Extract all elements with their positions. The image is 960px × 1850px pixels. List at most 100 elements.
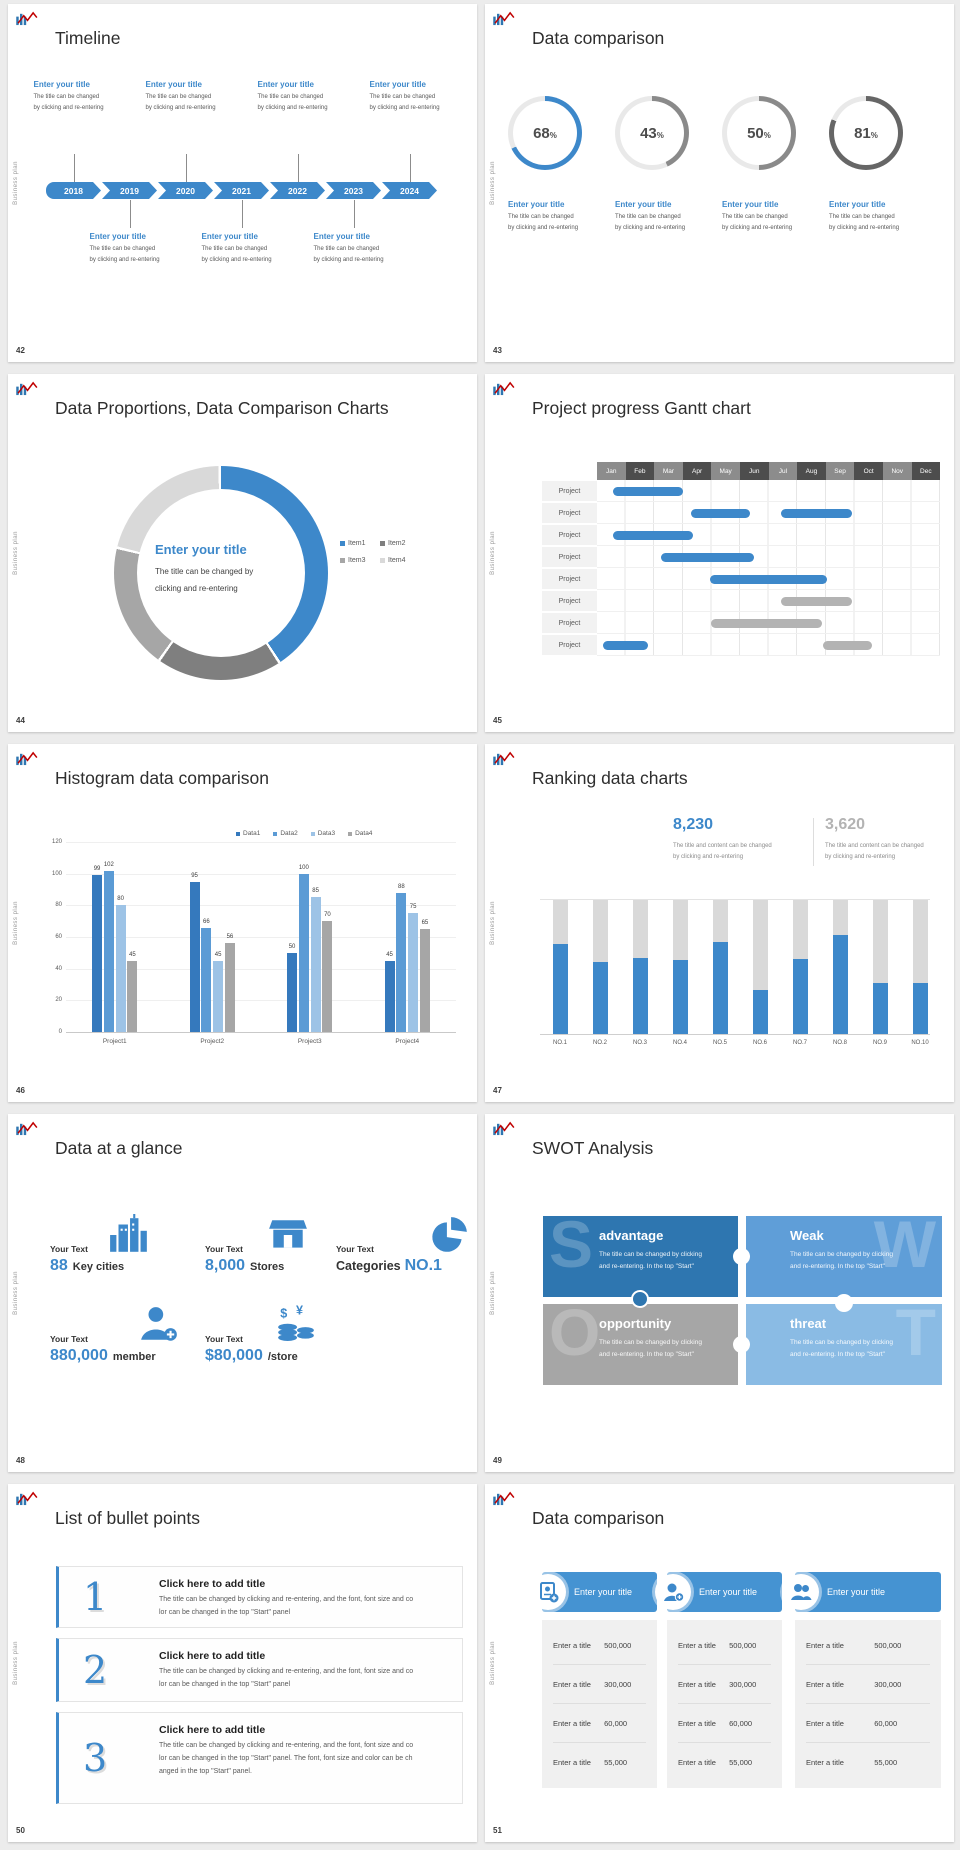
slide-title: Data comparison [532, 28, 665, 48]
swot-tile-threat[interactable]: T threat The title can be changed by cli… [746, 1304, 942, 1385]
gantt-row-label: Project [542, 503, 597, 523]
chart-legend: Item1 Item2 Item3 Item4 [340, 540, 420, 564]
timeline-label-line: by clicking and re-entering [369, 104, 440, 111]
bar [115, 905, 126, 1032]
ring-caption: Enter your title The title can be changed… [508, 200, 600, 234]
ranking-track [752, 900, 768, 1034]
percent-sign: % [549, 130, 557, 140]
histogram-legend: Data1 Data2 Data3 Data4 [236, 830, 372, 837]
vertical-label: Business plan [13, 1271, 19, 1315]
slide-title: Data Proportions, Data Comparison Charts [55, 398, 389, 418]
gantt-lane [597, 524, 941, 546]
bullet-body-line: anged in the top "Start" panel. [159, 1767, 252, 1775]
ranking-bar [792, 958, 808, 1034]
timeline-label-line: by clicking and re-entering [257, 104, 328, 111]
gantt-month-cell: Apr [682, 462, 712, 480]
swot-body: The title can be changed by clicking and… [599, 1249, 734, 1274]
slide-47-ranking[interactable]: Business plan 47 Ranking data charts 8,2… [485, 744, 954, 1102]
timeline-connector [409, 154, 411, 182]
x-category-label: Project1 [102, 1038, 127, 1045]
gantt-table: Jan Feb Mar Apr May Jun Jul Aug Sep Oct Nov Dec Proj… [542, 462, 941, 656]
people-icon [783, 1574, 819, 1610]
ring-caption-line: The title can be changed [829, 214, 895, 220]
slide-title: Project progress Gantt chart [532, 398, 751, 418]
timeline-label: Enter your title The title can be changed… [202, 232, 290, 266]
swot-tile-strength[interactable]: S advantage The title can be changed by … [543, 1216, 738, 1297]
timeline-label-line: by clicking and re-entering [313, 256, 384, 263]
gantt-lane [597, 480, 941, 502]
bar-value-label: 50 [288, 943, 296, 950]
slide-46-histogram[interactable]: Business plan 46 Histogram data comparis… [8, 744, 477, 1102]
slide-45-gantt-chart[interactable]: Business plan 45 Project progress Gantt … [485, 374, 954, 732]
bullet-number: 1 [83, 1575, 108, 1619]
row-label: Enter a title [678, 1718, 716, 1728]
bullet-item: 1 Click here to add title The title can be… [56, 1566, 463, 1628]
swot-tile-weakness[interactable]: W Weak The title can be changed by click… [746, 1216, 942, 1297]
slide-50-bullet-points[interactable]: Business plan 50 List of bullet points 1… [8, 1484, 477, 1842]
swot-body-line: The title can be changed by clicking [790, 1339, 893, 1346]
slide-51-data-comparison-tables[interactable]: Business plan 51 Data comparison Enter y… [485, 1484, 954, 1842]
table-row: Enter a title 60,000 [678, 1704, 771, 1743]
stat-caption-line: by clicking and re-entering [673, 854, 744, 861]
card-body: Enter a title 500,000 Enter a title 300,000… [667, 1620, 782, 1788]
brand-logo-icon [493, 751, 515, 766]
ranking-bar [632, 957, 648, 1034]
stat-suffix: Key cities [72, 1261, 125, 1273]
bullet-body: The title can be changed by clicking and… [159, 1666, 413, 1692]
stat-suffix: /store [267, 1351, 298, 1363]
swot-tile-opportunity[interactable]: O opportunity The title can be changed b… [543, 1304, 738, 1385]
swot-body-line: and re-entering. In the top "Start" [599, 1263, 694, 1271]
row-value: 300,000 [604, 1679, 632, 1689]
ranking-bar [592, 961, 608, 1034]
row-label: Enter a title [806, 1640, 844, 1650]
progress-ring: 68% [508, 96, 582, 170]
percent-sign: % [656, 130, 664, 140]
legend-label: Item1 [348, 540, 366, 547]
legend-label: Data1 [243, 830, 261, 837]
swot-heading: opportunity [599, 1316, 672, 1331]
brand-logo-icon [493, 381, 515, 396]
slide-44-data-proportions[interactable]: Business plan 44 Data Proportions, Data … [8, 374, 477, 732]
swot-heading: Weak [790, 1228, 824, 1243]
x-category-label: Project4 [395, 1038, 420, 1045]
bullet-number: 2 [83, 1648, 108, 1692]
y-tick-label: 20 [55, 997, 62, 1004]
slide-49-swot[interactable]: Business plan 49 SWOT Analysis S advanta… [485, 1114, 954, 1472]
legend-label: Data4 [355, 830, 373, 837]
gantt-lane [597, 568, 941, 590]
ranking-bar [832, 934, 848, 1034]
page-number: 42 [16, 346, 25, 355]
gantt-bar [781, 596, 852, 606]
stat-label: Your Text [205, 1334, 243, 1344]
ranking-bar [672, 960, 688, 1034]
progress-ring-value: 43% [615, 96, 689, 170]
puzzle-knob [631, 1290, 649, 1308]
row-label: Enter a title [553, 1718, 591, 1728]
brand-logo-icon [493, 1491, 515, 1506]
legend-label: Data3 [317, 830, 336, 837]
slide-48-data-at-a-glance[interactable]: Business plan 48 Data at a glance Your T… [8, 1114, 477, 1472]
ring-caption: Enter your title The title can be changed… [829, 200, 921, 234]
brand-logo-icon [16, 1491, 38, 1506]
gantt-row: Project [542, 546, 941, 568]
gantt-month-cell: Oct [854, 462, 883, 480]
slide-42-timeline[interactable]: Business plan 42 Timeline 2018 2019 2020 20… [8, 4, 477, 362]
row-value: 500,000 [874, 1640, 902, 1650]
swot-body-line: and re-entering. In the top "Start" [790, 1351, 885, 1359]
pie-chart-icon [428, 1214, 470, 1256]
gantt-bar [822, 640, 872, 650]
ring-caption-line: by clicking and re-entering [615, 224, 686, 231]
slide-43-data-comparison[interactable]: Business plan 43 Data comparison 68% Ente… [485, 4, 954, 362]
timeline-year-arrow: 2021 [214, 182, 269, 199]
legend-item: Item2 [380, 540, 420, 547]
timeline-year-arrow: 2018 [46, 182, 101, 199]
legend-label: Item4 [388, 557, 406, 564]
store-icon [267, 1214, 309, 1256]
row-label: Enter a title [553, 1640, 591, 1650]
swot-body-line: and re-entering. In the top "Start" [790, 1263, 885, 1271]
progress-percent: 50 [747, 124, 764, 142]
gantt-row: Project [542, 568, 941, 590]
progress-percent: 43 [640, 124, 657, 142]
brand-logo-icon [493, 1121, 515, 1136]
ranking-track [832, 900, 848, 1034]
